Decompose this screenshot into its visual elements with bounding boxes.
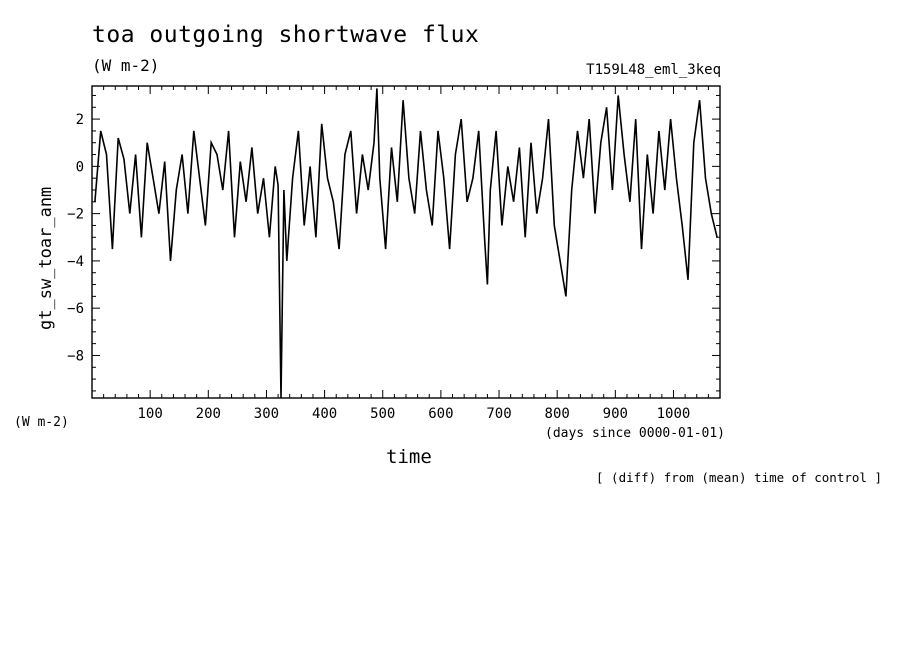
y-axis-label: gt_sw_toar_anm xyxy=(36,186,56,330)
run-label: T159L48_eml_3keq xyxy=(586,62,721,78)
x-tick-label: 800 xyxy=(545,406,570,422)
x-tick-label: 500 xyxy=(370,406,395,422)
y-tick-label: −6 xyxy=(67,301,84,317)
y-tick-label: −2 xyxy=(67,207,84,223)
plot-frame xyxy=(91,85,721,399)
x-tick-label: 200 xyxy=(196,406,221,422)
x-tick-label: 300 xyxy=(254,406,279,422)
x-tick-label: 600 xyxy=(428,406,453,422)
y-tick-label: 0 xyxy=(76,159,84,175)
y-tick-label: 2 xyxy=(76,112,84,128)
y-tick-label: −4 xyxy=(67,254,84,270)
x-tick-label: 100 xyxy=(137,406,162,422)
x-tick-label: 1000 xyxy=(657,406,691,422)
chart-title: toa outgoing shortwave flux xyxy=(92,22,480,48)
chart-note: [ (diff) from (mean) time of control ] xyxy=(596,470,882,485)
y-axis-units: (W m-2) xyxy=(14,415,69,430)
x-tick-label: 900 xyxy=(603,406,628,422)
series-line xyxy=(94,88,718,399)
tick-labels: 100 200 300 400 500 600 700 800 900 1000 2 0 −2 −4 −6 −… xyxy=(67,112,690,422)
x-tick-label: 700 xyxy=(486,406,511,422)
x-tick-label: 400 xyxy=(312,406,337,422)
x-axis-label: time xyxy=(386,446,432,468)
x-axis-units: (days since 0000-01-01) xyxy=(545,426,726,441)
chart-units: (W m-2) xyxy=(92,56,160,75)
y-tick-label: −8 xyxy=(67,348,84,364)
